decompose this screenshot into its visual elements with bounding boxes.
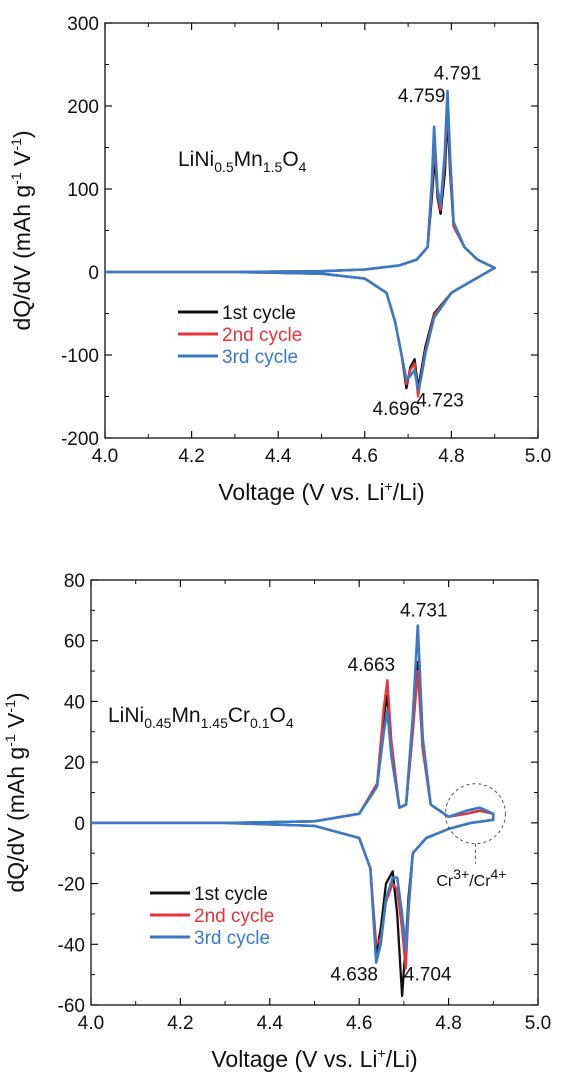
- x-tick-label: 4.8: [438, 446, 464, 467]
- y-tick-label: 40: [64, 692, 85, 713]
- peak-label: 4.723: [416, 390, 464, 411]
- redox-couple-label: Cr3+/Cr4+: [436, 866, 506, 890]
- legend-label-3: 3rd cycle: [222, 347, 298, 368]
- legend-label-3: 3rd cycle: [194, 928, 270, 949]
- y-axis-title: dQ/dV (mAh g-1 V-1): [8, 130, 35, 330]
- peak-label: 4.663: [348, 655, 396, 676]
- peak-label: 4.704: [404, 965, 452, 986]
- peak-label: 4.638: [330, 965, 378, 986]
- x-tick-label: 5.0: [525, 1013, 551, 1034]
- chart-1: 4.0 4.2 4.4 4.6 4.8 5.0 -200 -100 0 100 200 300 Volt…: [8, 14, 551, 505]
- y-tick-label: 300: [67, 14, 99, 35]
- legend-label-2: 2nd cycle: [222, 325, 302, 346]
- legend-label-1: 1st cycle: [194, 884, 268, 905]
- redox-region-ellipse: [444, 783, 506, 845]
- series-line-3: [105, 89, 497, 392]
- x-tick-label: 4.4: [265, 446, 292, 467]
- y-tick-label: 0: [88, 263, 99, 284]
- y-tick-label: 60: [64, 632, 85, 653]
- x-tick-label: 4.0: [78, 1013, 104, 1034]
- legend-label-2: 2nd cycle: [194, 906, 274, 927]
- peak-label: 4.759: [398, 86, 446, 107]
- y-tick-label: -200: [61, 429, 99, 450]
- x-axis-title: Voltage (V vs. Li+/Li): [218, 478, 424, 505]
- y-tick-label: 100: [67, 180, 99, 201]
- peak-label: 4.731: [400, 600, 448, 621]
- y-tick-label: -60: [58, 996, 85, 1017]
- chart-2: 4.0 4.2 4.4 4.6 4.8 5.0 -60 -40 -20 0 20 40 60 80 Volt…: [2, 571, 551, 1072]
- legend-label-1: 1st cycle: [222, 303, 296, 324]
- x-tick-label: 4.2: [167, 1013, 193, 1034]
- y-tick-label: 80: [64, 571, 85, 592]
- compound-label: LiNi0.45Mn1.45Cr0.1O4: [108, 704, 294, 731]
- plot-frame: [90, 579, 539, 1006]
- x-tick-label: 4.2: [178, 446, 204, 467]
- x-tick-label: 4.6: [352, 446, 378, 467]
- y-tick-label: 20: [64, 753, 85, 774]
- x-tick-label: 4.6: [346, 1013, 372, 1034]
- series-line-1: [91, 660, 495, 998]
- compound-label: LiNi0.5Mn1.5O4: [178, 148, 307, 175]
- plot-frame: [104, 22, 539, 439]
- x-tick-label: 4.4: [257, 1013, 284, 1034]
- y-tick-label: -100: [61, 346, 99, 367]
- y-tick-label: 0: [74, 814, 85, 835]
- y-tick-label: 200: [67, 97, 99, 118]
- series-line-3: [91, 624, 495, 964]
- x-tick-label: 4.0: [92, 446, 118, 467]
- x-axis-title: Voltage (V vs. Li+/Li): [211, 1045, 417, 1072]
- peak-label: 4.791: [434, 63, 482, 84]
- y-tick-label: -40: [58, 935, 85, 956]
- peak-label: 4.696: [373, 399, 421, 420]
- x-tick-label: 5.0: [525, 446, 551, 467]
- y-tick-label: -20: [58, 875, 85, 896]
- y-axis-title: dQ/dV (mAh g-1 V-1): [2, 692, 29, 892]
- x-tick-label: 4.8: [435, 1013, 461, 1034]
